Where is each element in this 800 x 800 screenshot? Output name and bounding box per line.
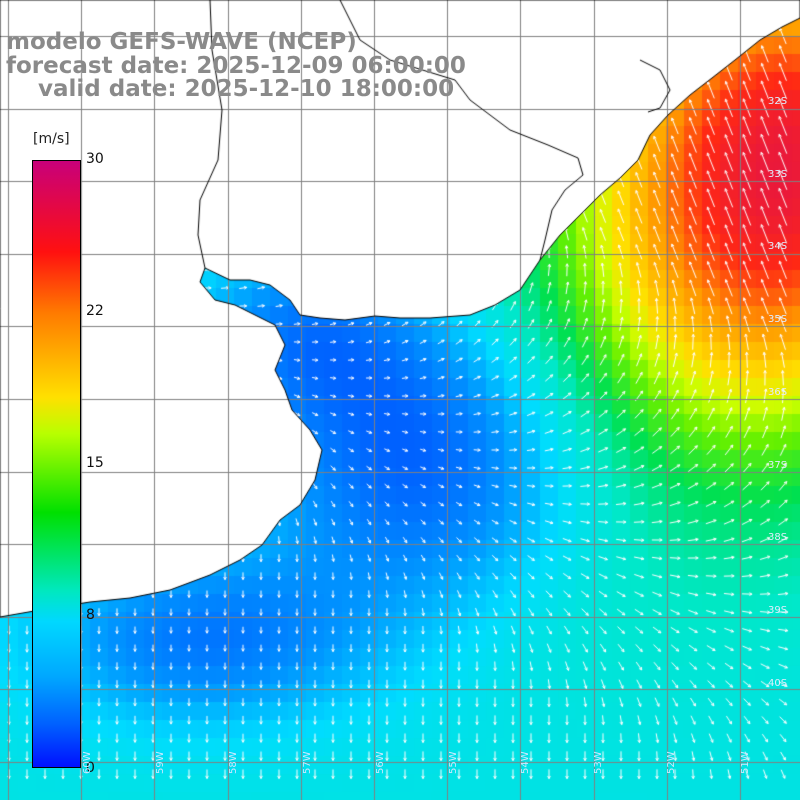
colorbar-tick-8: 8 xyxy=(86,607,95,623)
lat-label: 34S xyxy=(768,241,788,252)
title-valid-date: valid date: 2025-12-10 18:00:00 xyxy=(6,76,455,102)
lon-label: 58W xyxy=(228,751,239,774)
lon-label: 54W xyxy=(520,751,531,774)
colorbar-tick-30: 30 xyxy=(86,151,104,167)
lat-label: 37S xyxy=(768,460,788,471)
lat-label: 35S xyxy=(768,314,788,325)
colorbar-unit: [m/s] xyxy=(33,131,70,147)
lon-label: 56W xyxy=(375,751,386,774)
lon-label: 52W xyxy=(666,751,677,774)
lon-label: 55W xyxy=(448,751,459,774)
lon-label: 51W xyxy=(740,751,751,774)
lon-label: 60W xyxy=(82,751,93,774)
lon-label: 53W xyxy=(593,751,604,774)
lon-label: 59W xyxy=(155,751,166,774)
lon-label: 57W xyxy=(302,751,313,774)
colorbar-tick-22: 22 xyxy=(86,303,104,319)
colorbar-tick-0: 0 xyxy=(86,760,95,776)
title-model: modelo GEFS-WAVE (NCEP) xyxy=(6,29,357,55)
colorbar xyxy=(32,160,81,768)
lat-label: 40S xyxy=(768,678,788,689)
lat-label: 36S xyxy=(768,387,788,398)
colorbar-tick-15: 15 xyxy=(86,455,104,471)
title-forecast-date: forecast date: 2025-12-09 06:00:00 xyxy=(6,53,466,79)
lat-label: 39S xyxy=(768,605,788,616)
lat-label: 38S xyxy=(768,532,788,543)
lat-label: 32S xyxy=(768,96,788,107)
lat-label: 33S xyxy=(768,169,788,180)
